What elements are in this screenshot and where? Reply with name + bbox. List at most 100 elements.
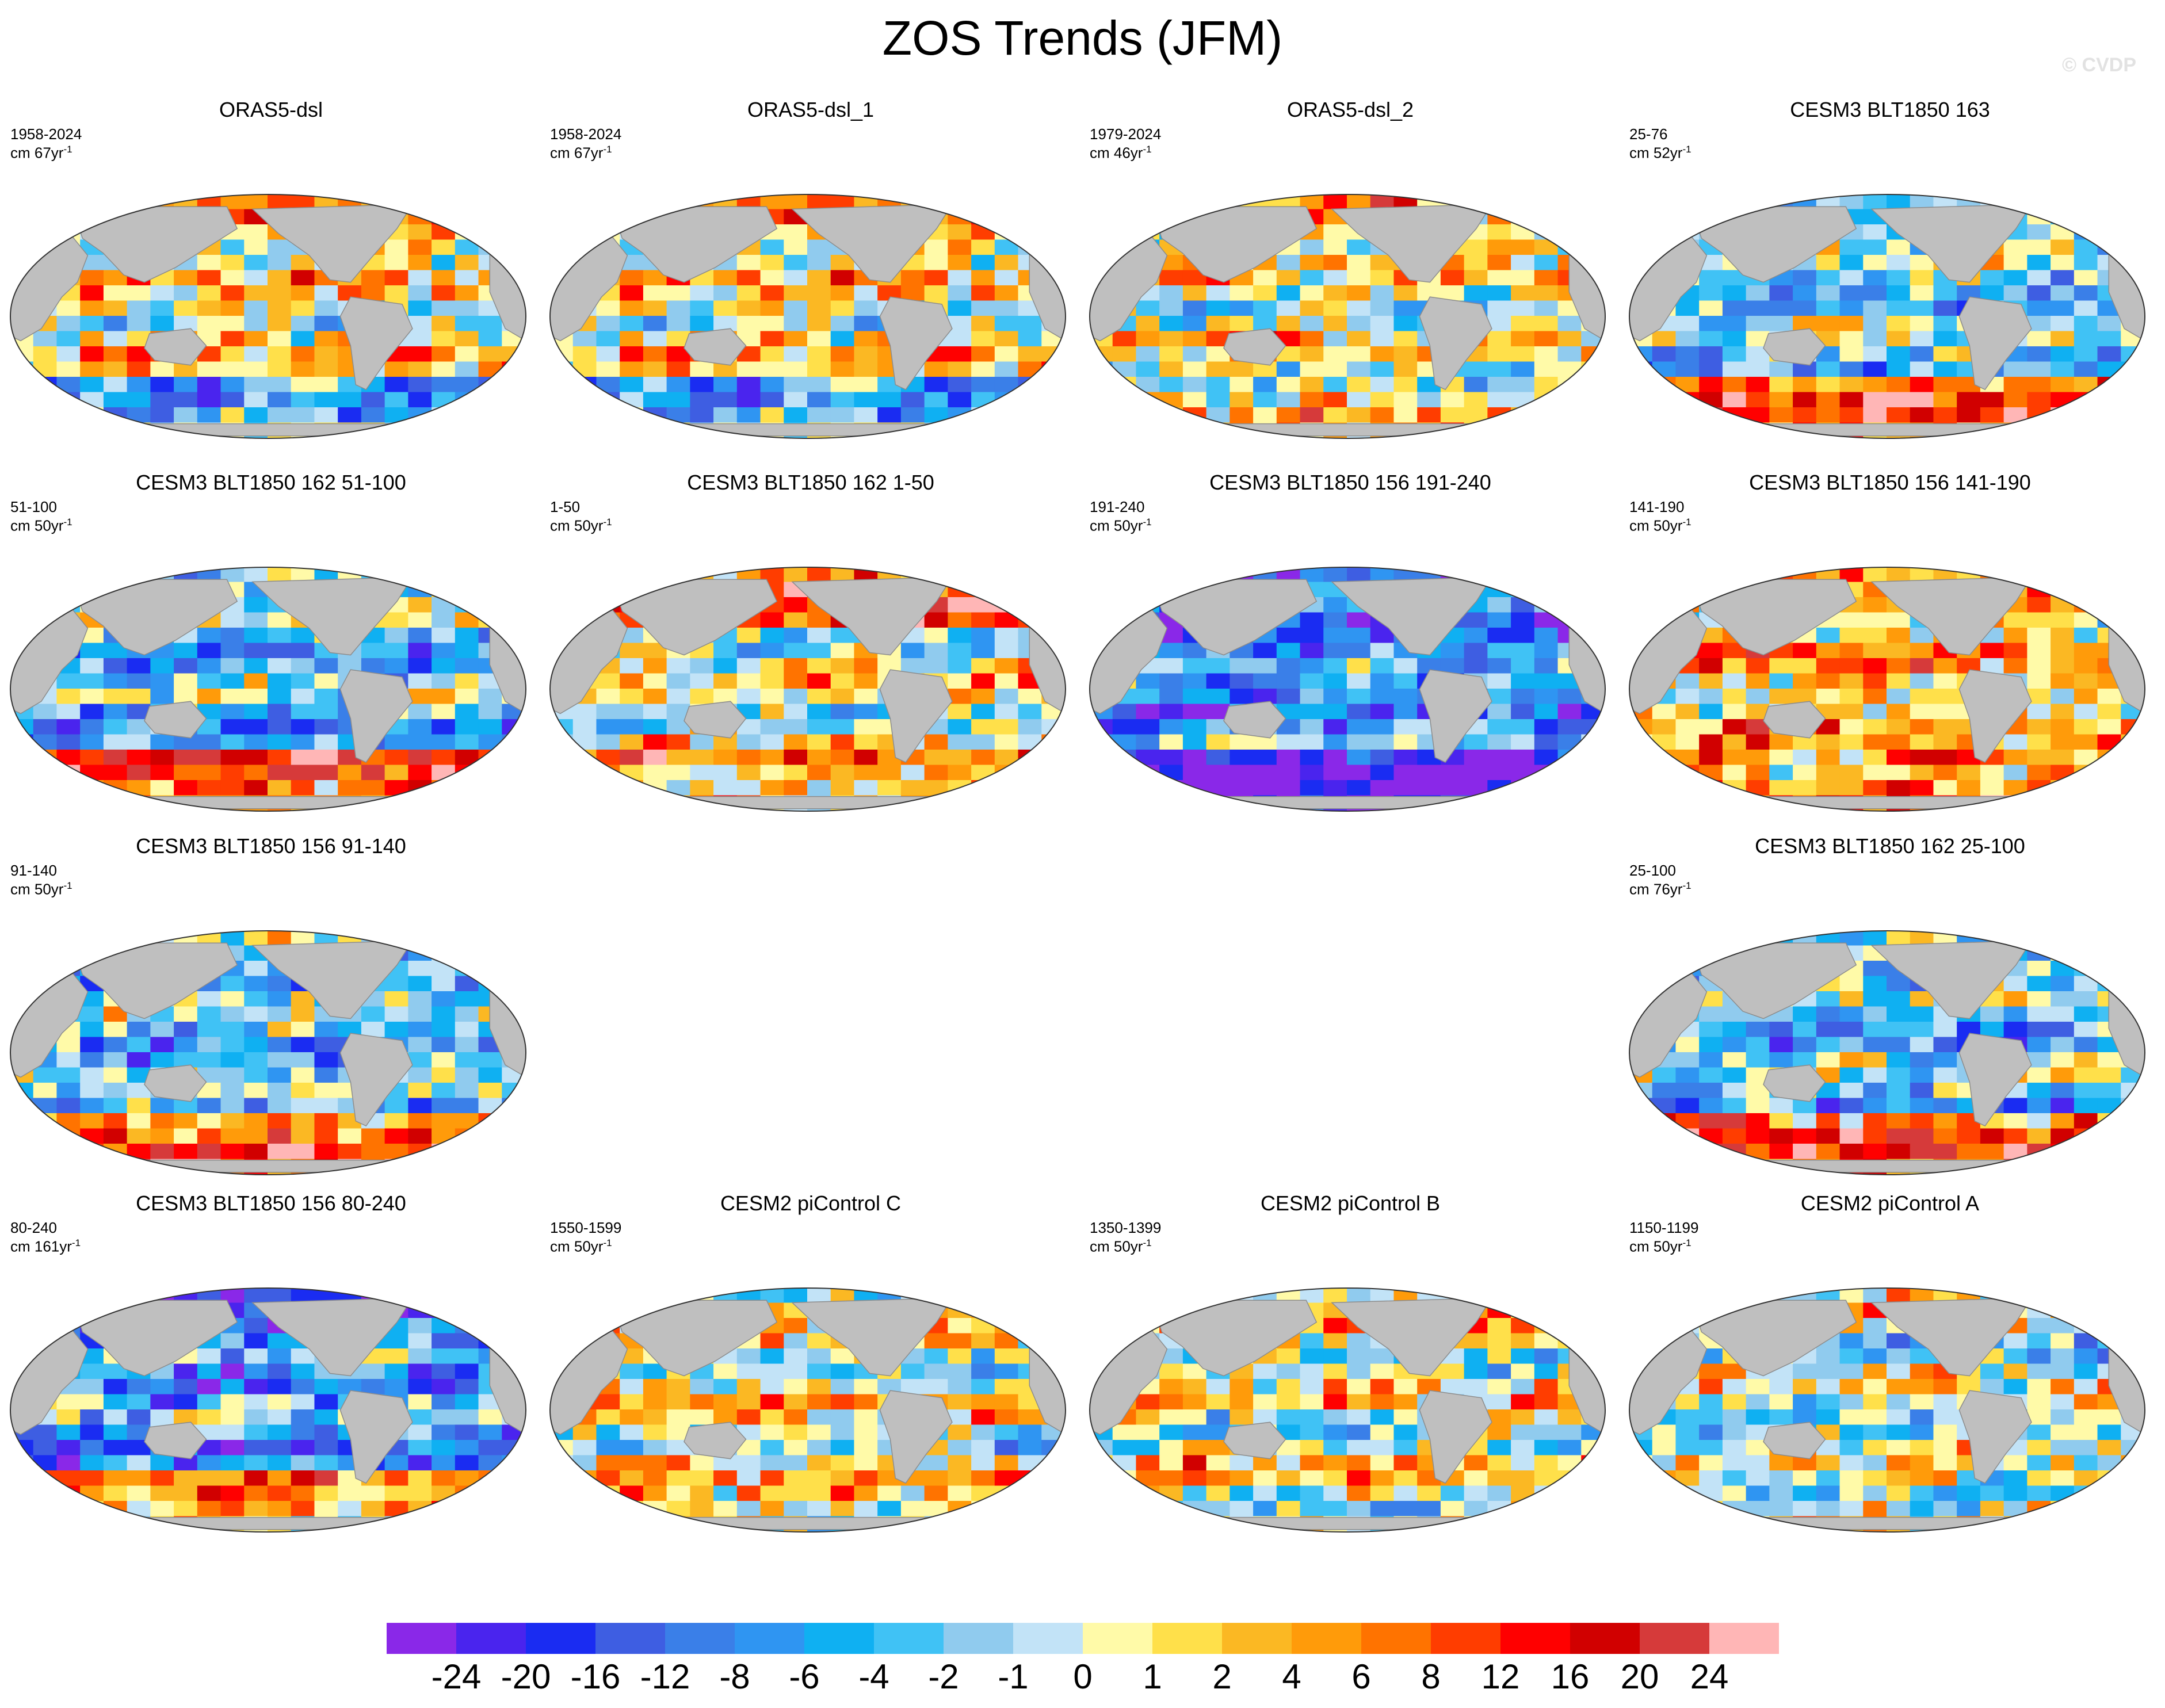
panel-years: 25-100: [1629, 862, 1676, 879]
map-outline: [1089, 567, 1606, 812]
land-mass: [2051, 571, 2105, 597]
map-panel: CESM3 BLT1850 156 191-240 191-240 cm 50yr-…: [1079, 471, 1621, 839]
land-mass: [1659, 1159, 2125, 1173]
colorbar-swatch: [1222, 1623, 1292, 1654]
ocean-trend-field: [10, 194, 526, 438]
panel-years: 1979-2024: [1090, 125, 1162, 143]
panel-title: CESM3 BLT1850 156 141-190: [1749, 471, 2031, 494]
ocean-trend-field: [1090, 567, 1605, 811]
land-mass: [879, 1390, 953, 1484]
trend-map: [1629, 1287, 2145, 1533]
map-panel: CESM3 BLT1850 162 1-50 1-50 cm 50yr-1: [540, 471, 1082, 839]
panel-years: 141-190: [1629, 498, 1685, 515]
trend-map: [549, 1287, 1066, 1533]
land-mass: [1223, 701, 1286, 739]
colorbar-swatch: [1361, 1623, 1431, 1654]
land-mass: [1151, 206, 1318, 283]
land-mass: [1958, 669, 2032, 763]
land-mass: [879, 296, 953, 391]
land-mass: [1511, 1292, 1565, 1318]
ocean-trend-field: [1629, 194, 2145, 438]
map-panel: CESM2 piControl A 1150-1199 cm 50yr-1: [1619, 1191, 2161, 1560]
map-panel: ORAS5-dsl 1958-2024 cm 67yr-1: [0, 98, 542, 466]
land-mass: [1690, 579, 1857, 656]
land-mass: [432, 198, 486, 224]
panel-units: cm 67yr-1: [550, 144, 612, 162]
trend-map: [10, 194, 526, 439]
land-mass: [1690, 942, 1857, 1019]
land-mass: [684, 328, 747, 366]
land-mass: [2051, 198, 2105, 224]
colorbar-swatch: [1709, 1623, 1779, 1654]
land-mass: [1119, 423, 1585, 437]
land-mass: [611, 579, 778, 656]
panel-years: 51-100: [10, 498, 57, 515]
colorbar-swatch: [1500, 1623, 1570, 1654]
land-mass: [1659, 423, 2125, 437]
land-mass: [1511, 571, 1565, 597]
land-mass: [71, 942, 238, 1019]
ocean-trend-field: [1090, 194, 1605, 438]
ocean-trend-field: [1629, 931, 2145, 1175]
land-mass: [1958, 296, 2032, 391]
land-mass: [1151, 579, 1318, 656]
colorbar-tick-label: 24: [1690, 1657, 1729, 1696]
panel-title: CESM2 piControl C: [720, 1191, 902, 1215]
land-mass: [684, 701, 747, 739]
panel-units: cm 50yr-1: [10, 517, 72, 534]
map-outline: [10, 194, 526, 439]
colorbar-tick-label: -6: [789, 1657, 820, 1696]
panel-years: 91-140: [10, 862, 57, 879]
ocean-trend-field: [10, 567, 526, 811]
land-mass: [40, 423, 506, 437]
panel-units: cm 46yr-1: [1090, 144, 1152, 162]
trend-map: [1629, 194, 2145, 439]
colorbar-swatch: [944, 1623, 1013, 1654]
colorbar-swatch: [1152, 1623, 1222, 1654]
trend-map: [1089, 194, 1606, 439]
map-outline: [1629, 567, 2145, 812]
trend-map: [1629, 567, 2145, 812]
map-outline: [1089, 1287, 1606, 1533]
panel-title: CESM3 BLT1850 162 1-50: [687, 471, 934, 494]
map-outline: [1629, 194, 2145, 439]
map-outline: [549, 1287, 1066, 1533]
land-mass: [611, 1300, 778, 1377]
map-outline: [1629, 1287, 2145, 1533]
colorbar-swatch: [804, 1623, 874, 1654]
land-mass: [1419, 296, 1492, 391]
panel-title: CESM3 BLT1850 163: [1790, 98, 1990, 121]
panel-years: 1550-1599: [550, 1219, 622, 1236]
land-mass: [432, 571, 486, 597]
panel-title: ORAS5-dsl_2: [1286, 98, 1414, 121]
panel-units: cm 50yr-1: [1629, 517, 1691, 534]
land-mass: [1958, 1390, 2032, 1484]
colorbar-swatch: [387, 1623, 456, 1654]
land-mass: [972, 1292, 1025, 1318]
colorbar-tick-label: 6: [1351, 1657, 1371, 1696]
trend-map: [1089, 1287, 1606, 1533]
map-panel: CESM2 piControl B 1350-1399 cm 50yr-1: [1079, 1191, 1621, 1560]
land-mass: [1958, 1033, 2032, 1127]
land-mass: [144, 701, 207, 739]
panel-units: cm 50yr-1: [550, 1237, 612, 1255]
map-panel: CESM2 piControl C 1550-1599 cm 50yr-1: [540, 1191, 1082, 1560]
panel-units: cm 50yr-1: [1090, 1237, 1152, 1255]
land-mass: [579, 423, 1045, 437]
land-mass: [1223, 328, 1286, 366]
land-mass: [684, 1422, 747, 1459]
colorbar-swatch: [1013, 1623, 1083, 1654]
trend-map: [1089, 567, 1606, 812]
colorbar-swatch: [526, 1623, 595, 1654]
land-mass: [2051, 935, 2105, 961]
land-mass: [1419, 669, 1492, 763]
land-mass: [1763, 701, 1826, 739]
land-mass: [1763, 1064, 1826, 1102]
land-mass: [40, 1159, 506, 1173]
colorbar-swatch: [595, 1623, 665, 1654]
land-mass: [611, 206, 778, 283]
panel-units: cm 50yr-1: [10, 880, 72, 898]
ocean-trend-field: [10, 931, 526, 1175]
map-panel: ORAS5-dsl_2 1979-2024 cm 46yr-1: [1079, 98, 1621, 466]
trend-map: [549, 194, 1066, 439]
